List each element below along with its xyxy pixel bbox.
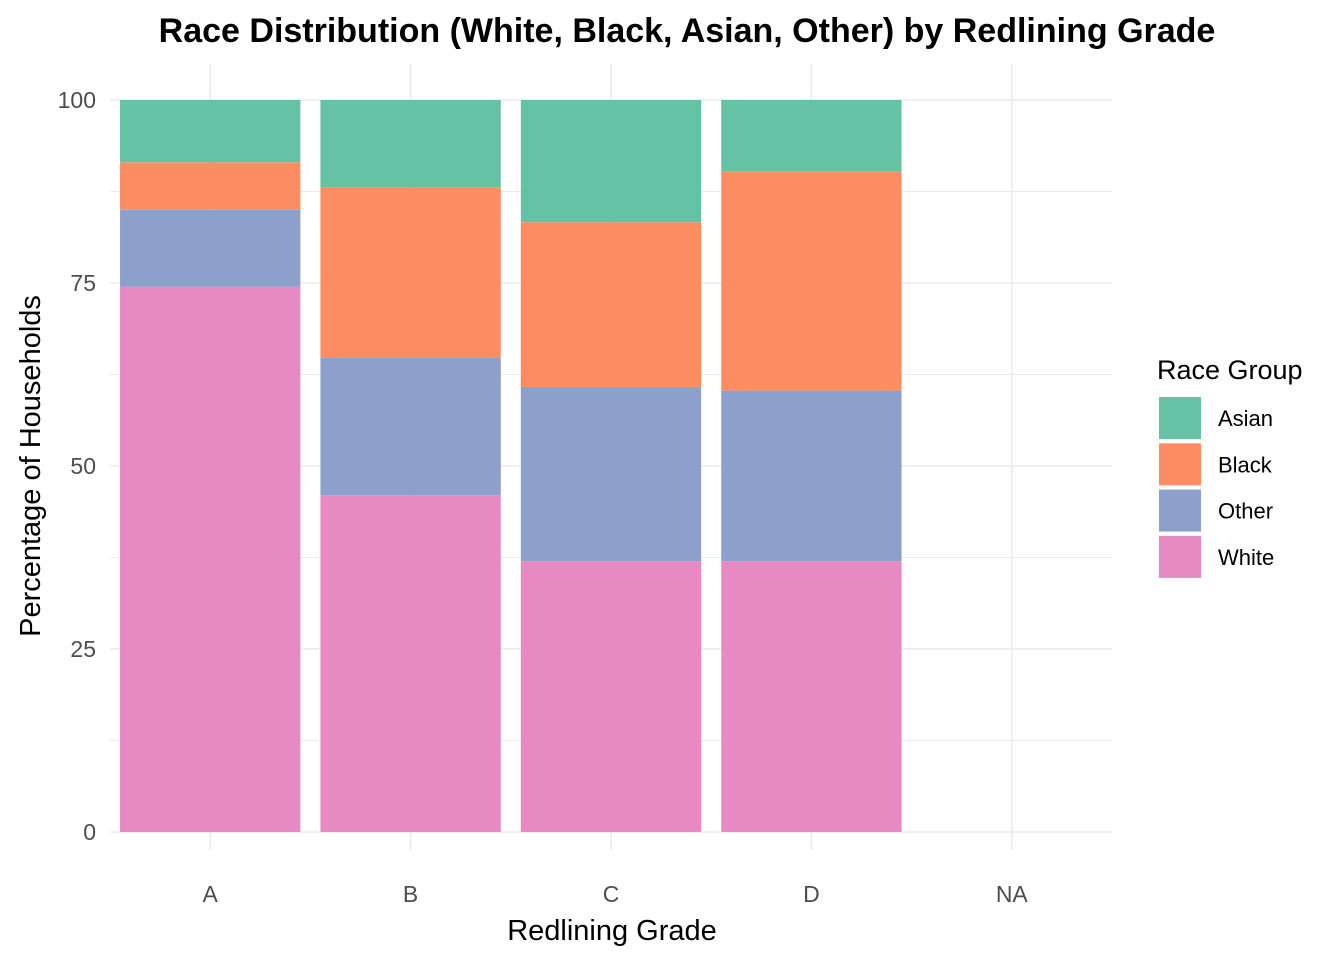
- bar-segment-b-black: [320, 187, 501, 358]
- bar-segment-d-asian: [721, 100, 902, 172]
- x-tick-label: NA: [996, 881, 1029, 907]
- x-tick-label: A: [203, 881, 219, 907]
- y-axis-ticks: 0 25 50 75 100: [58, 87, 96, 845]
- bar-segment-a-asian: [120, 100, 301, 163]
- bar-segment-c-black: [520, 222, 702, 387]
- bars: [120, 100, 902, 832]
- x-axis-ticks: A B C D NA: [203, 881, 1029, 907]
- y-tick-label: 25: [70, 636, 96, 662]
- legend-items: Asian Black Other White: [1159, 397, 1274, 578]
- x-tick-label: D: [803, 881, 820, 907]
- legend-label-asian: Asian: [1218, 406, 1273, 431]
- legend-key-asian: [1159, 397, 1201, 439]
- bar-segment-b-asian: [320, 100, 501, 188]
- y-tick-label: 75: [70, 270, 96, 296]
- chart-title: Race Distribution (White, Black, Asian, …: [159, 12, 1216, 50]
- x-axis-title: Redlining Grade: [507, 915, 717, 947]
- x-tick-label: B: [403, 881, 418, 907]
- legend-label-other: Other: [1218, 499, 1273, 524]
- bar-segment-a-black: [120, 162, 301, 210]
- x-tick-label: C: [603, 881, 620, 907]
- bar-segment-b-other: [320, 357, 501, 496]
- bar-segment-c-other: [520, 386, 702, 562]
- legend-label-white: White: [1218, 545, 1274, 570]
- y-axis-title: Percentage of Households: [15, 295, 47, 637]
- bar-segment-d-white: [721, 561, 902, 832]
- legend: Race Group Asian Black Other White: [1157, 355, 1303, 578]
- bar-segment-a-white: [120, 286, 301, 832]
- legend-title: Race Group: [1157, 355, 1303, 385]
- legend-key-other: [1159, 489, 1201, 532]
- y-tick-label: 0: [83, 819, 96, 845]
- bar-segment-b-white: [320, 495, 501, 832]
- legend-key-white: [1159, 535, 1201, 578]
- y-tick-label: 100: [58, 87, 96, 113]
- bar-segment-d-black: [721, 171, 902, 391]
- legend-label-black: Black: [1218, 452, 1273, 477]
- bar-segment-a-other: [120, 209, 301, 287]
- bar-segment-d-other: [721, 390, 902, 562]
- legend-key-black: [1159, 443, 1201, 486]
- bar-segment-c-asian: [520, 100, 702, 223]
- bar-segment-c-white: [520, 561, 702, 832]
- y-tick-label: 50: [70, 453, 96, 479]
